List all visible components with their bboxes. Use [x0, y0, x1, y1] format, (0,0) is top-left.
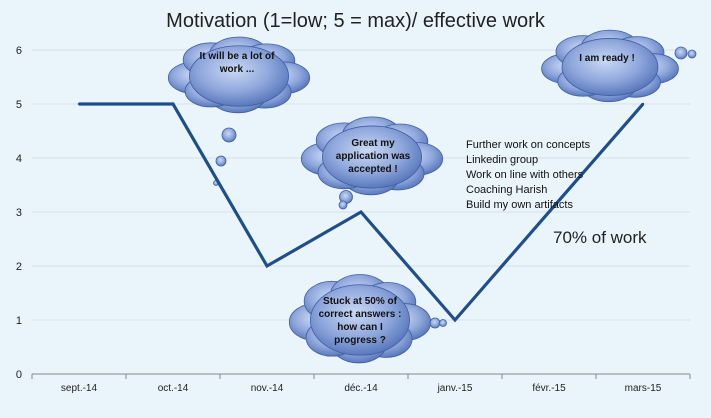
- thought-bubble: [221, 127, 237, 143]
- note-4: Coaching Harish: [466, 184, 548, 196]
- clouds-layer: [167, 29, 697, 364]
- cloud-4: [541, 29, 679, 103]
- y-tick-label: 2: [16, 261, 22, 273]
- cloud-puff: [561, 38, 659, 96]
- x-tick-label: févr.-15: [532, 383, 566, 394]
- data-point: [265, 264, 269, 268]
- cloud-3: [288, 274, 432, 364]
- cloud-2: [300, 116, 444, 196]
- y-tick-label: 5: [16, 99, 22, 111]
- thought-bubble: [215, 155, 227, 167]
- cloud-text-3: Stuck at 50% of correct answers : how ca…: [318, 296, 402, 346]
- x-tick-label: oct.-14: [158, 383, 189, 394]
- data-point: [453, 318, 457, 322]
- work-percentage: 70% of work: [553, 228, 647, 247]
- cloud-puff: [321, 125, 422, 189]
- cloud-text-2: Great my application was accepted !: [335, 138, 411, 175]
- series-layer: [77, 102, 645, 323]
- note-5: Build my own artifacts: [466, 199, 573, 211]
- cloud-text-4: I am ready !: [579, 53, 635, 64]
- cloud-1: [167, 36, 311, 114]
- axis-layer: 0 1 2 3 4 5 6 sept.-14 oct.-14 nov.-14 déc.-14 janv…: [16, 45, 691, 394]
- y-tick-label: 4: [16, 153, 22, 165]
- data-point: [77, 102, 81, 106]
- chart-title: Motivation (1=low; 5 = max)/ effective w…: [166, 10, 545, 32]
- x-tick-label: janv.-15: [437, 383, 473, 394]
- y-tick-label: 3: [16, 207, 22, 219]
- data-point: [171, 102, 175, 106]
- y-tick-label: 6: [16, 45, 22, 57]
- y-tick-label: 0: [16, 369, 22, 381]
- thought-bubble: [674, 46, 688, 60]
- x-tick-label: sept.-14: [61, 383, 98, 394]
- y-tick-label: 1: [16, 315, 22, 327]
- note-3: Work on line with others: [466, 169, 584, 181]
- thought-bubble: [687, 49, 697, 59]
- thought-bubble: [429, 317, 441, 329]
- thought-bubble: [338, 200, 348, 210]
- note-1: Further work on concepts: [466, 139, 591, 151]
- x-tick-label: nov.-14: [251, 383, 284, 394]
- thought-bubble: [439, 319, 447, 327]
- data-point: [359, 210, 363, 214]
- note-2: Linkedin group: [466, 154, 539, 166]
- cloud-puff: [309, 284, 410, 356]
- x-tick-label: déc.-14: [344, 383, 378, 394]
- x-tick-label: mars-15: [625, 383, 662, 394]
- notes-list: Further work on concepts Linkedin group …: [466, 138, 590, 213]
- cloud-text-1: It will be a lot of work ...: [199, 51, 275, 75]
- data-point: [641, 102, 645, 106]
- series-line-0: [79, 102, 645, 323]
- cloud-puff: [188, 45, 289, 107]
